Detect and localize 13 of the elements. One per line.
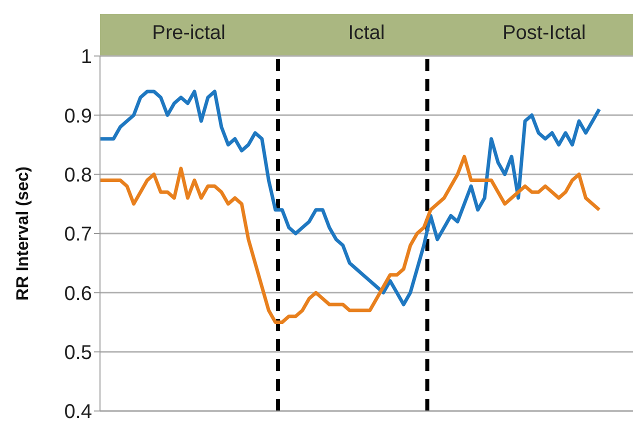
y-tick-label: 0.9: [64, 105, 92, 128]
text: Pre-ictal: [151, 22, 226, 45]
y-tick-label: 0.6: [64, 282, 92, 305]
line-series: [100, 154, 602, 324]
y-tick-label: 1: [80, 46, 92, 68]
y-tick-label: 0.4: [64, 401, 92, 424]
y-axis-title: RR Interval (sec): [13, 166, 32, 301]
y-tick-label: 0.8: [64, 164, 92, 186]
y-tick-label: 0.5: [64, 342, 92, 364]
line-series: [100, 90, 602, 306]
text: Post-Ictal: [501, 22, 587, 45]
text: Ictal: [347, 22, 386, 45]
y-tick-label: 0.7: [64, 224, 92, 246]
